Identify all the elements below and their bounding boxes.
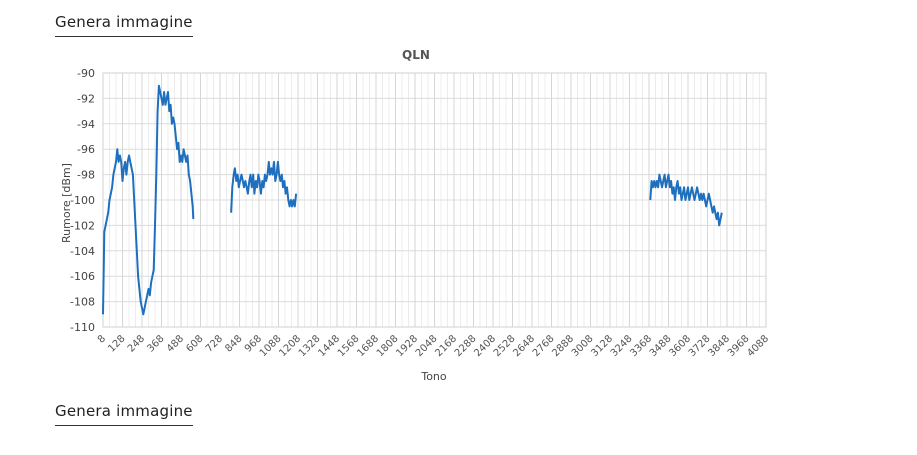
generate-image-link[interactable]: Genera immagine (55, 402, 193, 426)
x-tick-label: 1448 (316, 333, 342, 359)
plot-area (102, 72, 767, 328)
x-tick-label: 3968 (726, 333, 752, 359)
x-tick-label: 248 (126, 333, 147, 354)
x-tick-label: 1928 (394, 333, 420, 359)
x-tick-label: 608 (184, 333, 205, 354)
y-tick-label: -90 (77, 67, 95, 80)
x-tick-label: 3128 (589, 333, 615, 359)
x-tick-label: 2528 (492, 333, 518, 359)
y-tick-label: -92 (77, 92, 95, 105)
y-tick-label: -108 (70, 296, 95, 309)
y-tick-label: -102 (70, 219, 95, 232)
x-tick-label: 1328 (297, 333, 323, 359)
x-tick-label: 1688 (355, 333, 381, 359)
y-tick-label: -110 (70, 321, 95, 334)
x-tick-label: 2408 (472, 333, 498, 359)
x-tick-label: 2168 (433, 333, 459, 359)
y-tick-label: -104 (70, 245, 95, 258)
x-tick-label: 2648 (511, 333, 537, 359)
x-tick-label: 3608 (667, 333, 693, 359)
generate-image-link[interactable]: Genera immagine (55, 13, 193, 37)
series-line-segment (230, 160, 298, 213)
x-tick-label: 3248 (609, 333, 635, 359)
x-tick-label: 728 (204, 333, 225, 354)
x-tick-label: 3008 (570, 333, 596, 359)
chart-grid (102, 72, 767, 328)
chart-title: QLN (402, 48, 430, 62)
x-tick-label: 2048 (414, 333, 440, 359)
x-tick-label: 3488 (648, 333, 674, 359)
series-line-segment (102, 84, 195, 316)
y-tick-label: -98 (77, 169, 95, 182)
x-tick-label: 3848 (706, 333, 732, 359)
x-tick-label: 1568 (336, 333, 362, 359)
y-tick-label: -106 (70, 270, 95, 283)
series-line-segment (649, 173, 723, 227)
x-tick-label: 3728 (687, 333, 713, 359)
y-axis-ticks: -90 -92 -94 -96 -98 -100 -102 -104 -106 -108 -110 (70, 67, 95, 334)
x-axis-ticks: 8128248368488608728848968108812081328144… (96, 333, 771, 359)
x-tick-label: 368 (145, 333, 166, 354)
x-tick-label: 488 (165, 333, 186, 354)
x-axis-title: Tono (420, 370, 447, 383)
y-tick-label: -100 (70, 194, 95, 207)
x-tick-label: 2288 (453, 333, 479, 359)
y-axis-title: Rumore [dBm] (60, 163, 73, 243)
y-tick-label: -96 (77, 143, 95, 156)
x-tick-label: 3368 (628, 333, 654, 359)
x-tick-label: 2768 (531, 333, 557, 359)
x-tick-label: 1088 (258, 333, 284, 359)
x-tick-label: 848 (223, 333, 244, 354)
x-tick-label: 1208 (277, 333, 303, 359)
chart-series (102, 84, 723, 316)
x-tick-label: 128 (106, 333, 127, 354)
x-tick-label: 8 (96, 333, 108, 345)
x-tick-label: 2888 (550, 333, 576, 359)
x-tick-label: 1808 (375, 333, 401, 359)
y-tick-label: -94 (77, 118, 95, 131)
x-tick-label: 4088 (745, 333, 771, 359)
